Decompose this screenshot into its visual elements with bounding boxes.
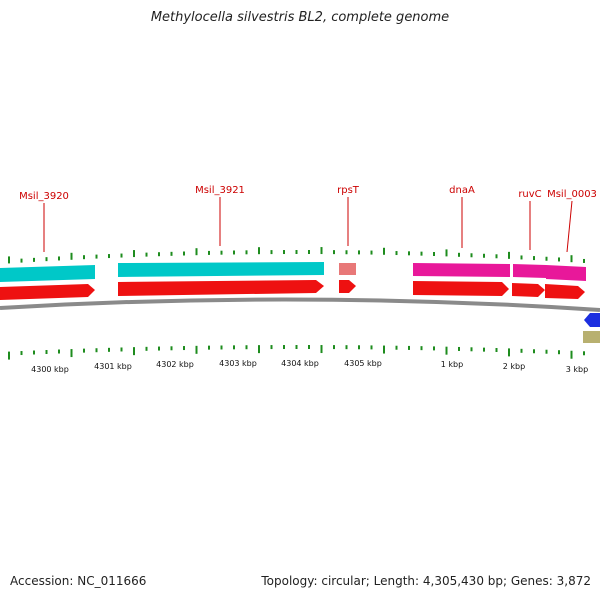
gene-label-rpst: rpsT	[337, 185, 360, 196]
gene-label-leaders	[43, 197, 573, 253]
genome-summary-text: Topology: circular; Length: 4,305,430 bp…	[261, 574, 591, 588]
cds-arrow[interactable]	[413, 281, 509, 296]
scale-label: 3 kbp	[566, 365, 588, 374]
scale-label: 4300 kbp	[31, 365, 69, 374]
scale-label: 4304 kbp	[281, 359, 319, 368]
scale-labels: 4300 kbp 4301 kbp 4302 kbp 4303 kbp 4304…	[31, 359, 588, 374]
gene-bar-msil-0003[interactable]	[546, 265, 586, 281]
accession-text: Accession: NC_011666	[10, 574, 147, 588]
gene-bar-msil-3921[interactable]	[118, 262, 324, 277]
gene-bar-rpst[interactable]	[339, 263, 356, 275]
lower-tick-track	[8, 345, 585, 360]
gene-label-msil-3921: Msil_3921	[195, 185, 245, 196]
scale-label: 4302 kbp	[156, 360, 194, 369]
gene-feature-track	[0, 262, 586, 282]
genome-title: Methylocella silvestris BL2, complete ge…	[150, 10, 450, 25]
cds-arrow-track	[0, 280, 585, 300]
cds-arrow[interactable]	[545, 284, 585, 299]
scale-label: 1 kbp	[441, 360, 463, 369]
gene-bar-ruvc[interactable]	[513, 264, 546, 278]
genome-backbone	[0, 297, 600, 312]
partial-feature-olive[interactable]	[583, 331, 600, 343]
gene-label-ruvc: ruvC	[518, 189, 541, 200]
cds-arrow[interactable]	[339, 280, 356, 293]
upper-tick-track	[8, 247, 585, 264]
gene-label-dnaa: dnaA	[449, 185, 475, 196]
partial-feature-blue[interactable]	[584, 313, 600, 327]
gene-bar-msil-3920[interactable]	[0, 265, 95, 282]
cds-arrow[interactable]	[512, 283, 545, 297]
gene-label-msil-0003: Msil_0003	[547, 189, 597, 200]
cds-arrow[interactable]	[118, 280, 324, 296]
gene-label-msil-3920: Msil_3920	[19, 191, 69, 202]
scale-label: 2 kbp	[503, 362, 525, 371]
scale-label: 4303 kbp	[219, 359, 257, 368]
gene-bar-dnaa[interactable]	[413, 263, 510, 277]
scale-label: 4301 kbp	[94, 362, 132, 371]
leader-line	[566, 200, 573, 253]
scale-label: 4305 kbp	[344, 359, 382, 368]
cds-arrow[interactable]	[0, 284, 95, 300]
